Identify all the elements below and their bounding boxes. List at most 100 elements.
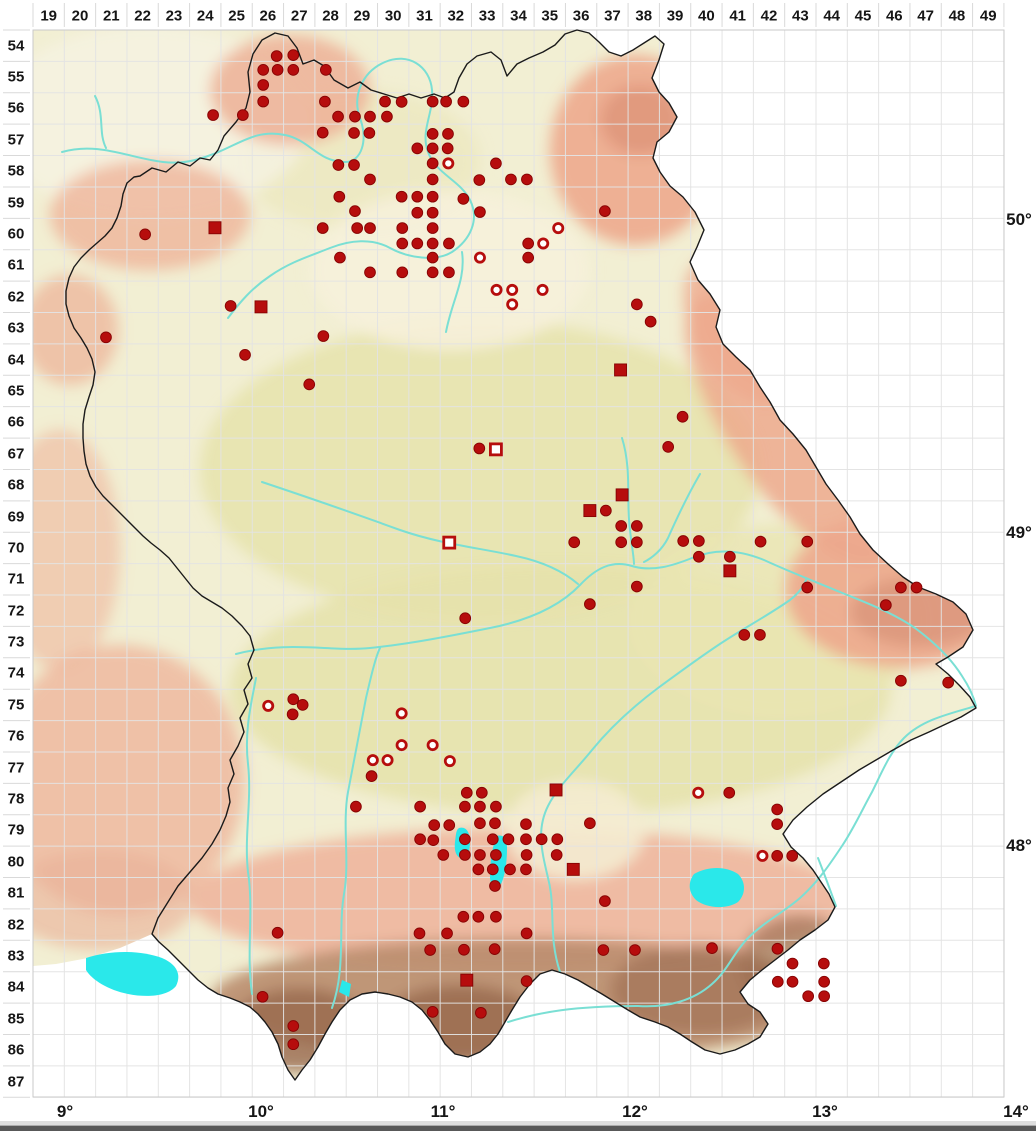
longitude-label: 12° — [622, 1102, 648, 1122]
occurrence-marker-filled-circle — [288, 1021, 299, 1032]
occurrence-marker-filled-square — [584, 505, 596, 517]
occurrence-marker-filled-circle — [600, 206, 611, 217]
grid-row-label: 77 — [8, 759, 25, 776]
grid-row-label: 76 — [8, 728, 25, 745]
grid-column-label: 49 — [980, 8, 997, 25]
occurrence-marker-filled-circle — [818, 958, 829, 969]
occurrence-marker-filled-circle — [425, 945, 436, 956]
bottom-bar-light — [0, 1121, 1036, 1125]
occurrence-marker-filled-circle — [475, 850, 486, 861]
occurrence-marker-filled-circle — [349, 160, 360, 171]
grid-row-label: 57 — [8, 131, 25, 148]
occurrence-marker-filled-circle — [631, 299, 642, 310]
grid-row-label: 67 — [8, 445, 25, 462]
occurrence-marker-open-circle — [397, 740, 406, 749]
grid-row-label: 58 — [8, 163, 25, 180]
grid-row-label: 56 — [8, 100, 25, 117]
occurrence-marker-filled-circle — [415, 801, 426, 812]
occurrence-marker-filled-circle — [412, 238, 423, 249]
grid-column-label: 34 — [510, 8, 527, 25]
occurrence-marker-filled-circle — [475, 801, 486, 812]
occurrence-marker-filled-circle — [724, 551, 735, 562]
occurrence-marker-filled-circle — [427, 252, 438, 263]
occurrence-marker-open-circle — [539, 239, 548, 248]
occurrence-marker-filled-circle — [258, 96, 269, 107]
grid-column-label: 30 — [385, 8, 402, 25]
occurrence-marker-filled-circle — [350, 111, 361, 122]
occurrence-marker-filled-circle — [288, 694, 299, 705]
grid-column-label: 28 — [322, 8, 339, 25]
terrain-layer — [0, 25, 1015, 1097]
occurrence-marker-filled-circle — [351, 801, 362, 812]
occurrence-marker-filled-square — [209, 222, 221, 234]
grid-row-label: 81 — [8, 885, 25, 902]
occurrence-marker-filled-circle — [880, 600, 891, 611]
occurrence-marker-filled-circle — [551, 850, 562, 861]
occurrence-marker-filled-circle — [802, 582, 813, 593]
occurrence-marker-filled-circle — [552, 834, 563, 845]
grid-column-label: 44 — [823, 8, 840, 25]
longitude-label: 10° — [248, 1102, 274, 1122]
occurrence-marker-filled-circle — [569, 537, 580, 548]
occurrence-marker-filled-circle — [240, 349, 251, 360]
occurrence-marker-filled-circle — [225, 301, 236, 312]
occurrence-marker-filled-circle — [491, 911, 502, 922]
occurrence-marker-filled-circle — [739, 629, 750, 640]
occurrence-marker-filled-circle — [350, 206, 361, 217]
occurrence-marker-filled-circle — [521, 976, 532, 987]
grid-row-label: 80 — [8, 853, 25, 870]
grid-row-label: 55 — [8, 69, 25, 86]
occurrence-marker-filled-circle — [489, 944, 500, 955]
lake-chiemsee — [690, 868, 744, 907]
occurrence-marker-filled-circle — [895, 582, 906, 593]
occurrence-marker-filled-circle — [506, 174, 517, 185]
occurrence-marker-filled-circle — [317, 223, 328, 234]
occurrence-marker-filled-circle — [943, 677, 954, 688]
occurrence-marker-filled-circle — [911, 582, 922, 593]
occurrence-marker-filled-circle — [755, 629, 766, 640]
grid-column-label: 25 — [228, 8, 245, 25]
occurrence-marker-filled-circle — [490, 818, 501, 829]
occurrence-marker-open-circle — [368, 756, 377, 765]
grid-row-label: 69 — [8, 508, 25, 525]
occurrence-marker-filled-circle — [473, 911, 484, 922]
occurrence-marker-open-circle — [475, 253, 484, 262]
occurrence-marker-filled-circle — [427, 207, 438, 218]
occurrence-marker-filled-circle — [819, 976, 830, 987]
occurrence-marker-filled-circle — [396, 96, 407, 107]
grid-row-label: 65 — [8, 382, 25, 399]
occurrence-marker-filled-circle — [787, 958, 798, 969]
occurrence-marker-filled-circle — [772, 976, 783, 987]
occurrence-marker-filled-circle — [631, 581, 642, 592]
occurrence-marker-filled-circle — [521, 819, 532, 830]
occurrence-marker-filled-circle — [802, 536, 813, 547]
occurrence-marker-filled-circle — [288, 1039, 299, 1050]
occurrence-marker-filled-circle — [772, 943, 783, 954]
grid-column-label: 48 — [949, 8, 966, 25]
grid-column-label: 31 — [416, 8, 433, 25]
grid-row-label: 84 — [8, 979, 25, 996]
occurrence-marker-filled-circle — [755, 536, 766, 547]
occurrence-marker-open-circle — [758, 851, 767, 860]
grid-column-label: 33 — [479, 8, 496, 25]
occurrence-marker-filled-circle — [584, 818, 595, 829]
occurrence-marker-filled-circle — [522, 174, 533, 185]
occurrence-marker-open-circle — [538, 285, 547, 294]
occurrence-marker-open-circle — [508, 300, 517, 309]
occurrence-marker-filled-circle — [427, 223, 438, 234]
occurrence-marker-filled-circle — [317, 127, 328, 138]
grid-row-label: 85 — [8, 1010, 25, 1027]
grid-column-label: 43 — [792, 8, 809, 25]
occurrence-marker-filled-circle — [304, 379, 315, 390]
occurrence-marker-filled-circle — [487, 834, 498, 845]
grid-row-label: 75 — [8, 696, 25, 713]
occurrence-marker-filled-circle — [460, 613, 471, 624]
grid-row-label: 60 — [8, 226, 25, 243]
grid-row-label: 61 — [8, 257, 25, 274]
occurrence-marker-filled-circle — [427, 238, 438, 249]
occurrence-marker-filled-circle — [272, 927, 283, 938]
grid-column-label: 32 — [447, 8, 464, 25]
occurrence-marker-filled-circle — [444, 820, 455, 831]
occurrence-marker-filled-circle — [380, 96, 391, 107]
grid-row-label: 83 — [8, 948, 25, 965]
